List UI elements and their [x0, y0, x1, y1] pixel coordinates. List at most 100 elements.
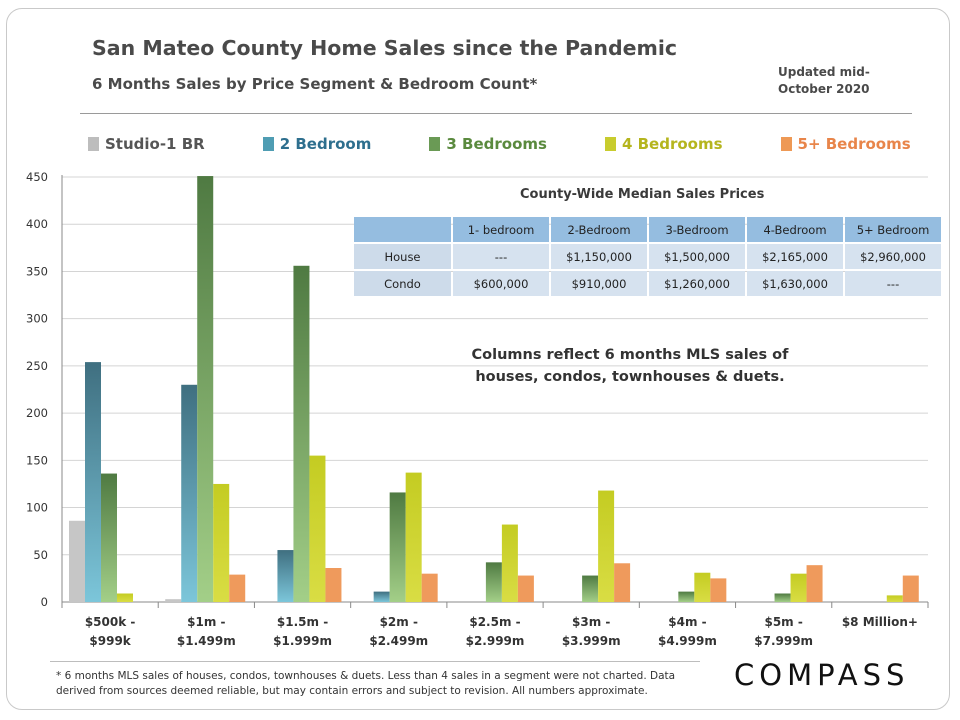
bar-3-bedrooms: [582, 575, 599, 602]
y-tick-label: 300: [26, 312, 48, 326]
legend-item-2br: 2 Bedroom: [262, 135, 372, 153]
bar-4-bedrooms: [694, 572, 711, 602]
table-header-cell: 5+ Bedroom: [845, 217, 941, 242]
y-tick-label: 400: [26, 217, 48, 231]
x-category-label: $8 Million+: [842, 615, 918, 629]
footer-divider: [50, 661, 700, 662]
y-tick-label: 50: [33, 548, 48, 562]
x-category-label: $1.999m: [273, 634, 332, 648]
bar-4-bedrooms: [598, 490, 615, 602]
y-tick-label: 250: [26, 359, 48, 373]
table-header-cell: 2-Bedroom: [551, 217, 647, 242]
bar-5-bedrooms: [806, 565, 823, 602]
bar-4-bedrooms: [405, 472, 422, 602]
bar-4-bedrooms: [886, 595, 903, 602]
chart-subtitle: 6 Months Sales by Price Segment & Bedroo…: [92, 75, 538, 93]
bar-5-bedrooms: [710, 578, 727, 602]
x-category-label: $999k: [89, 634, 131, 648]
x-category-label: $2m -: [380, 615, 418, 629]
x-category-label: $5m -: [764, 615, 802, 629]
bar-2-bedroom: [277, 550, 294, 602]
table-cell: $1,150,000: [551, 244, 647, 269]
legend-label: 3 Bedrooms: [446, 135, 547, 153]
updated-note: Updated mid-October 2020: [778, 65, 870, 96]
table-cell: ---: [845, 271, 941, 296]
bar-4-bedrooms: [790, 573, 807, 602]
bar-3-bedrooms: [485, 562, 502, 602]
legend-swatch: [429, 137, 441, 151]
bar-3-bedrooms: [774, 593, 791, 602]
bar-3-bedrooms: [101, 473, 117, 602]
x-category-label: $500k -: [85, 615, 136, 629]
bar-2-bedroom: [85, 362, 101, 602]
bar-4-bedrooms: [213, 483, 230, 602]
y-tick-label: 0: [41, 595, 48, 609]
compass-logo: COMPASS: [734, 658, 910, 692]
table-header-cell: 1- bedroom: [453, 217, 549, 242]
bar-5-bedrooms: [229, 574, 246, 602]
bar-3-bedrooms: [197, 176, 214, 603]
bar-3-bedrooms: [293, 265, 310, 602]
table-cell: $2,165,000: [747, 244, 843, 269]
table-header-row: 1- bedroom 2-Bedroom 3-Bedroom 4-Bedroom…: [354, 217, 941, 242]
x-category-label: $1.5m -: [277, 615, 328, 629]
table-cell: $1,260,000: [649, 271, 745, 296]
bar-5-bedrooms: [614, 563, 631, 602]
x-category-label: $4m -: [668, 615, 706, 629]
bar-2-bedroom: [181, 384, 198, 602]
bar-5-bedrooms: [902, 575, 919, 602]
x-category-label: $2.5m -: [469, 615, 520, 629]
table-title: County-Wide Median Sales Prices: [520, 187, 765, 202]
legend-label: 4 Bedrooms: [621, 135, 723, 153]
legend-swatch: [262, 137, 274, 151]
bar-4-bedrooms: [117, 593, 133, 602]
y-tick-label: 450: [26, 170, 48, 184]
bar-5-bedrooms: [517, 575, 534, 602]
table-header-cell: 3-Bedroom: [649, 217, 745, 242]
median-price-table: 1- bedroom 2-Bedroom 3-Bedroom 4-Bedroom…: [352, 215, 943, 298]
table-cell: $910,000: [551, 271, 647, 296]
x-category-label: $3.999m: [562, 634, 621, 648]
y-tick-label: 150: [26, 453, 48, 467]
y-tick-label: 200: [26, 406, 48, 420]
legend-item-4br: 4 Bedrooms: [604, 135, 723, 153]
legend-label: 2 Bedroom: [279, 135, 372, 153]
legend-item-3br: 3 Bedrooms: [429, 135, 547, 153]
table-cell: ---: [453, 244, 549, 269]
bar-4-bedrooms: [309, 455, 326, 602]
y-tick-label: 350: [26, 264, 48, 278]
chart-annotation: Columns reflect 6 months MLS sales of ho…: [471, 347, 789, 385]
legend-swatch: [604, 137, 616, 151]
table-header-cell: 4-Bedroom: [747, 217, 843, 242]
bar-studio-1-br: [69, 520, 85, 602]
legend-item-5br: 5+ Bedrooms: [780, 135, 911, 153]
legend-label: Studio-1 BR: [105, 135, 205, 153]
x-category-label: $4.999m: [658, 634, 717, 648]
bar-2-bedroom: [373, 591, 390, 602]
y-tick-label: 100: [26, 501, 48, 515]
table-header-cell: [354, 217, 451, 242]
x-category-label: $3m -: [572, 615, 610, 629]
table-cell: $1,500,000: [649, 244, 745, 269]
bar-3-bedrooms: [389, 492, 406, 602]
bar-studio-1-br: [165, 599, 182, 602]
bar-3-bedrooms: [678, 591, 695, 602]
bar-5-bedrooms: [421, 573, 438, 602]
chart-title: San Mateo County Home Sales since the Pa…: [92, 36, 678, 60]
footnote: * 6 months MLS sales of houses, condos, …: [56, 670, 676, 697]
table-cell: $1,630,000: [747, 271, 843, 296]
x-category-label: $1m -: [187, 615, 225, 629]
table-row: Condo $600,000 $910,000 $1,260,000 $1,63…: [354, 271, 941, 296]
legend-item-studio: Studio-1 BR: [88, 135, 205, 153]
bar-4-bedrooms: [501, 524, 518, 602]
legend-label: 5+ Bedrooms: [797, 135, 911, 153]
legend-swatch: [780, 137, 792, 151]
table-cell: $600,000: [453, 271, 549, 296]
table-row: House --- $1,150,000 $1,500,000 $2,165,0…: [354, 244, 941, 269]
legend: Studio-1 BR 2 Bedroom 3 Bedrooms 4 Bedro…: [88, 133, 911, 155]
slide-frame: [6, 8, 950, 710]
x-category-label: $7.999m: [754, 634, 813, 648]
table-row-label: Condo: [354, 271, 451, 296]
x-category-label: $2.999m: [466, 634, 525, 648]
table-cell: $2,960,000: [845, 244, 941, 269]
